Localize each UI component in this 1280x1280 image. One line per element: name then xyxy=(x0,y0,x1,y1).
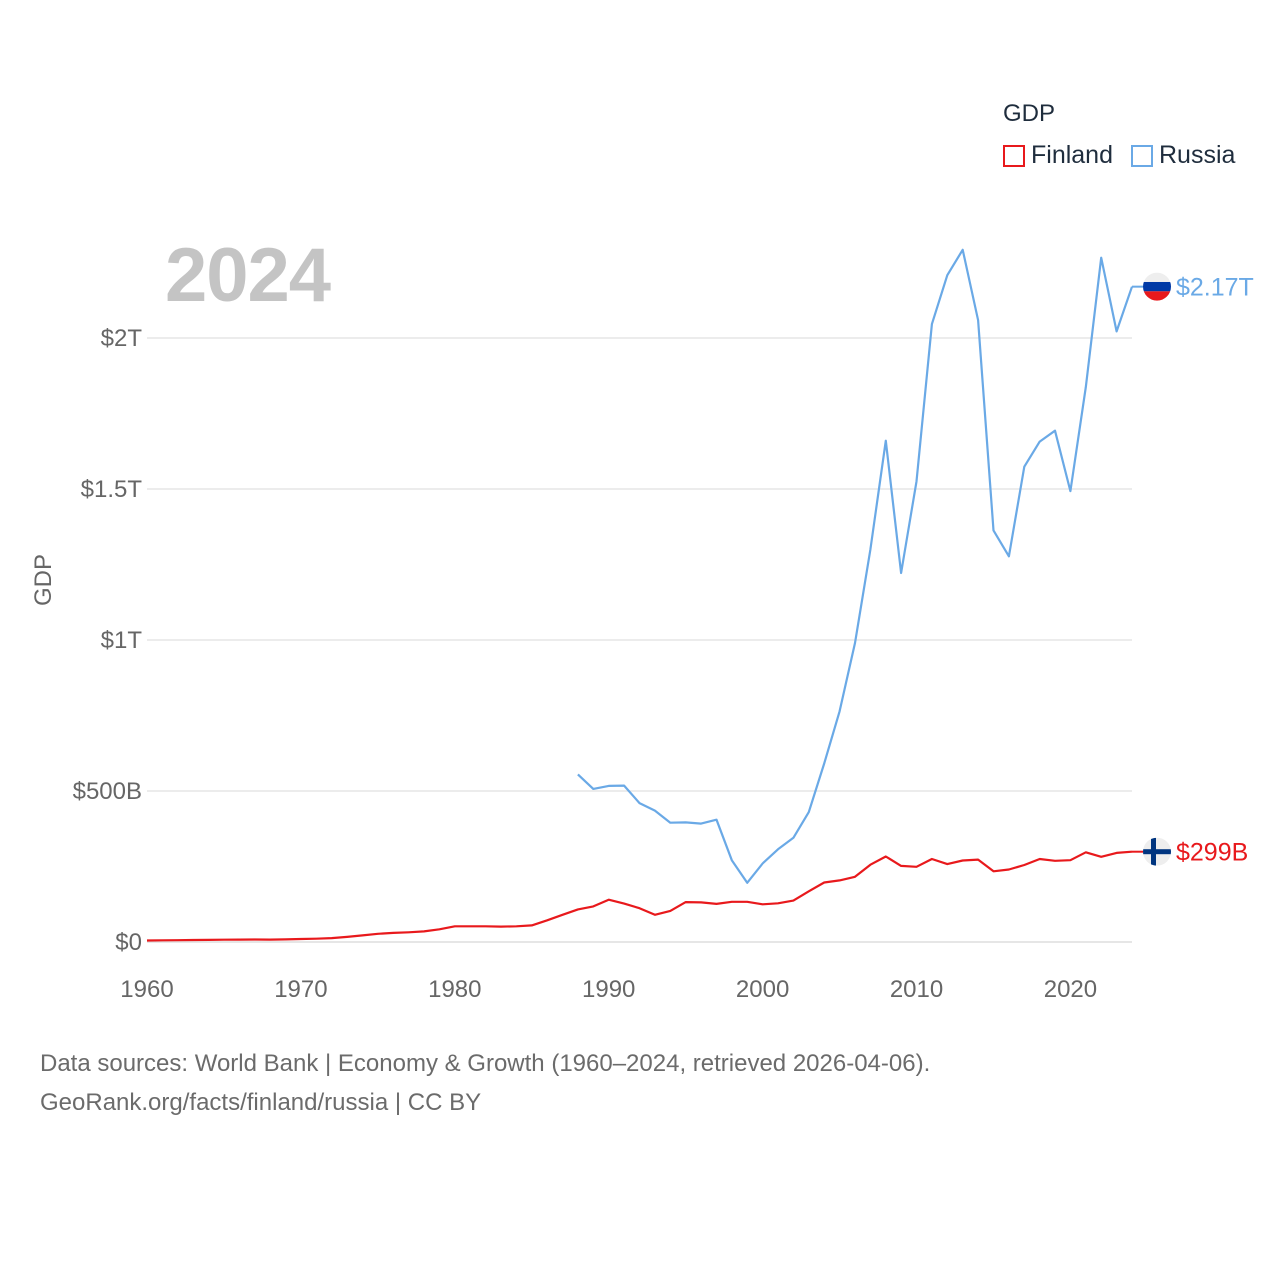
x-tick-label: 2020 xyxy=(1044,976,1097,1003)
attribution-text: GeoRank.org/facts/finland/russia | CC BY xyxy=(40,1089,482,1116)
y-axis-label: GDP xyxy=(30,554,57,606)
legend-title: GDP xyxy=(1003,100,1056,127)
series-line-russia xyxy=(577,248,1134,884)
legend-swatch-finland xyxy=(1003,144,1025,167)
series-lines xyxy=(146,248,1134,942)
data-source-text: Data sources: World Bank | Economy & Gro… xyxy=(40,1050,931,1077)
y-tick-label: $2T xyxy=(101,325,143,352)
end-label-finland: $299B xyxy=(1176,839,1248,867)
end-label-russia: $2.17T xyxy=(1176,274,1254,302)
finland-flag-icon xyxy=(1143,837,1171,866)
legend: Finland Russia xyxy=(1003,141,1253,170)
x-tick-label: 1980 xyxy=(428,976,481,1003)
year-label: 2024 xyxy=(165,233,331,318)
x-tick-label: 1970 xyxy=(274,976,327,1003)
legend-swatch-russia xyxy=(1131,144,1153,167)
x-tick-label: 2000 xyxy=(736,976,789,1003)
x-tick-label: 2010 xyxy=(890,976,943,1003)
y-axis: $0 $500B $1T $1.5T $2T xyxy=(73,325,143,956)
russia-flag-icon xyxy=(1143,272,1171,301)
y-tick-label: $1.5T xyxy=(81,476,143,503)
end-markers: $299B $2.17T xyxy=(1132,272,1254,867)
footer: Data sources: World Bank | Economy & Gro… xyxy=(40,1044,930,1122)
legend-label-russia: Russia xyxy=(1159,141,1236,169)
x-tick-label: 1990 xyxy=(582,976,635,1003)
y-tick-label: $1T xyxy=(101,627,143,654)
x-axis: 1960 1970 1980 1990 2000 2010 2020 xyxy=(120,976,1097,1003)
legend-item-finland[interactable]: Finland xyxy=(1003,141,1113,170)
y-tick-label: $500B xyxy=(73,778,142,805)
legend-item-russia[interactable]: Russia xyxy=(1131,141,1235,170)
gridlines xyxy=(147,337,1132,943)
legend-label-finland: Finland xyxy=(1031,141,1113,169)
x-tick-label: 1960 xyxy=(120,976,173,1003)
series-line-finland xyxy=(146,850,1133,942)
y-tick-label: $0 xyxy=(115,929,142,956)
